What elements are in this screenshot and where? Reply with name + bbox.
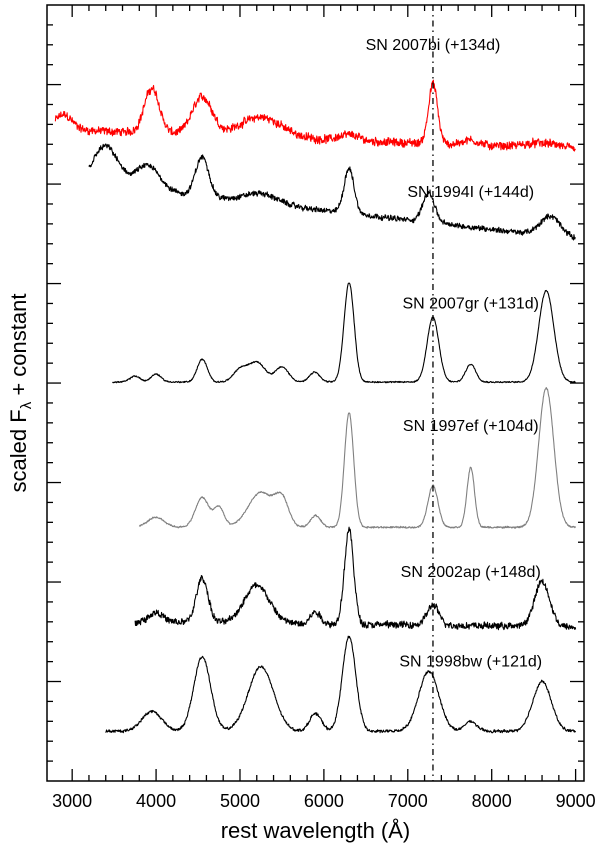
x-tick-label-6000: 6000 <box>304 791 344 811</box>
series-layer <box>54 79 577 734</box>
series-label-5: SN 1998bw (+121d) <box>399 654 542 671</box>
x-tick-label-8000: 8000 <box>472 791 512 811</box>
x-tick-label-7000: 7000 <box>388 791 428 811</box>
tick-layer: 3000 4000 5000 6000 7000 8000 9000 <box>47 5 596 811</box>
series-label-4: SN 2002ap (+148d) <box>401 564 541 581</box>
x-tick-label-5000: 5000 <box>220 791 260 811</box>
x-tick-label-3000: 3000 <box>52 791 92 811</box>
x-tick-label-4000: 4000 <box>136 791 176 811</box>
x-tick-label-9000: 9000 <box>556 791 596 811</box>
series-label-0: SN 2007bi (+134d) <box>366 37 501 54</box>
series-line-1 <box>88 143 576 241</box>
y-axis-label-rest: + constant <box>6 294 31 402</box>
y-axis-label: scaled Fλ + constant <box>6 294 35 493</box>
series-label-3: SN 1997ef (+104d) <box>403 418 539 435</box>
y-axis-label-main: scaled F <box>6 409 31 492</box>
series-line-0 <box>54 79 576 152</box>
series-line-4 <box>134 526 577 631</box>
series-label-2: SN 2007gr (+131d) <box>402 295 539 312</box>
y-axis-label-subscript: λ <box>18 401 35 409</box>
series-label-layer: SN 2007bi (+134d) SN 1994I (+144d) SN 2007… <box>366 37 543 671</box>
series-label-1: SN 1994I (+144d) <box>407 184 534 201</box>
series-line-3 <box>138 386 577 529</box>
x-axis-label: rest wavelength (Å) <box>221 818 411 843</box>
plot-frame <box>46 4 585 782</box>
series-line-2 <box>112 282 576 384</box>
series-line-5 <box>105 635 577 734</box>
